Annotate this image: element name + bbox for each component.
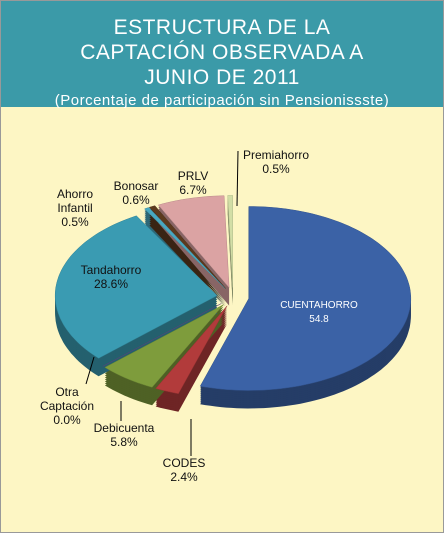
header: ESTRUCTURA DE LA CAPTACIÓN OBSERVADA A J…	[1, 1, 443, 109]
slice	[148, 205, 226, 289]
value-label: 28.6%	[93, 277, 129, 291]
category-label: Debicuenta	[93, 421, 155, 435]
category-label: Otra Captación	[39, 385, 95, 413]
data-label: Debicuenta 5.8%	[94, 421, 155, 449]
category-label: Tandahorro	[80, 263, 142, 277]
value-label: 54.8	[309, 314, 329, 325]
slice-side	[149, 221, 226, 305]
data-label: Bonosar 0.6%	[114, 179, 159, 207]
slice	[227, 195, 233, 288]
value-label: 0.6%	[122, 193, 150, 207]
slice	[104, 304, 224, 388]
leader-line	[85, 356, 95, 385]
slice	[155, 305, 228, 394]
value-label: 0.0%	[53, 413, 81, 427]
value-label: 0.5%	[262, 162, 290, 176]
slice	[144, 207, 226, 289]
data-label: PRLV 6.7%	[178, 169, 208, 197]
slice	[102, 303, 222, 367]
slice	[54, 215, 218, 359]
slice-side	[149, 219, 226, 303]
slice	[157, 195, 230, 289]
data-label: Tandahorro 28.6%	[81, 263, 142, 291]
value-label: 0.5%	[61, 215, 89, 229]
value-label: 6.7%	[179, 183, 207, 197]
category-label: Ahorro Infantil	[56, 187, 94, 215]
chart-subtitle: (Porcentaje de participación sin Pension…	[54, 92, 390, 109]
category-label: Premiahorro	[242, 148, 310, 162]
leader-line	[236, 150, 239, 207]
data-label: Otra Captación 0.0%	[37, 385, 97, 427]
category-label: Bonosar	[113, 179, 159, 193]
value-label: 2.4%	[170, 470, 198, 484]
category-label: CUENTAHORRO	[280, 300, 358, 311]
category-label: CODES	[162, 456, 206, 470]
data-label: Premiahorro 0.5%	[243, 148, 309, 176]
slice-side	[149, 217, 226, 301]
data-label: CUENTAHORRO 54.8	[280, 299, 358, 327]
data-label: Ahorro Infantil 0.5%	[45, 187, 105, 229]
value-label: 5.8%	[110, 435, 138, 449]
data-label: CODES 2.4%	[163, 456, 206, 484]
chart-title: ESTRUCTURA DE LA CAPTACIÓN OBSERVADA A J…	[80, 16, 364, 89]
category-label: PRLV	[177, 169, 209, 183]
slice	[199, 206, 412, 391]
